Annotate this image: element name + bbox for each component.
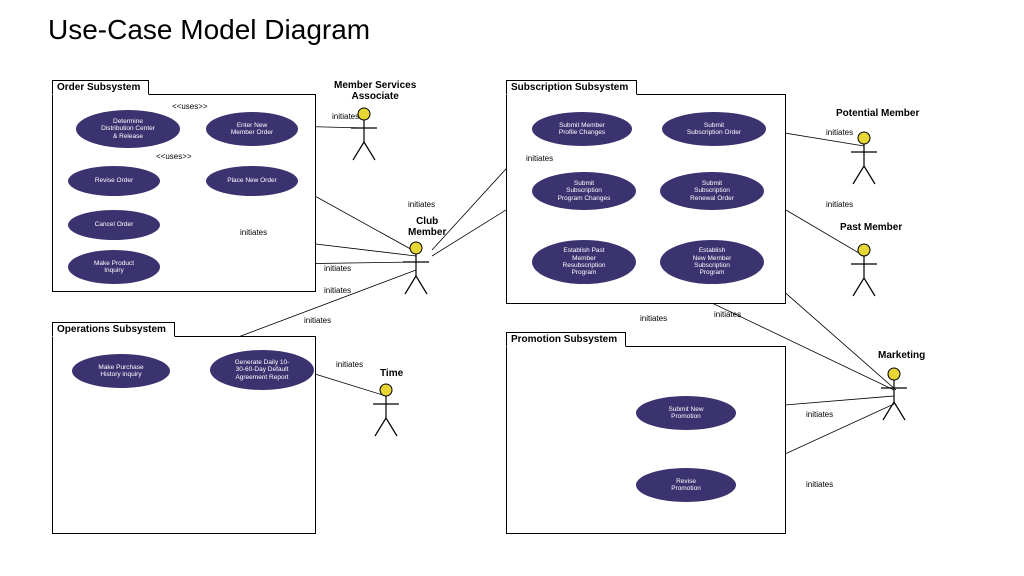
subsystem-label: Operations Subsystem — [52, 322, 175, 337]
actor-club-member-label: Club Member — [408, 216, 446, 238]
edge-label: initiates — [304, 316, 331, 325]
edge-label: <<uses>> — [156, 152, 192, 161]
usecase-submit-renewal: Submit Subscription Renewal Order — [660, 172, 764, 210]
usecase-determine: Determine Distribution Center & Release — [76, 110, 180, 148]
actor-msa-label: Member Services Associate — [334, 80, 416, 102]
edge-label: initiates — [526, 154, 553, 163]
actor-marketing-icon — [879, 366, 909, 426]
usecase-place-new-order: Place New Order — [206, 166, 298, 196]
actor-past-icon — [849, 242, 879, 302]
actor-time-label: Time — [380, 368, 403, 379]
usecase-make-purchase-history: Make Purchase History inquiry — [72, 354, 170, 388]
diagram-canvas: Order Subsystem Subscription Subsystem Ope… — [46, 70, 978, 550]
usecase-enter-new-order: Enter New Member Order — [206, 112, 298, 146]
actor-club-member-icon — [401, 240, 431, 300]
usecase-make-product-inquiry: Make Product Inquiry — [68, 250, 160, 284]
edge-label: initiates — [826, 128, 853, 137]
subsystem-label: Promotion Subsystem — [506, 332, 626, 347]
edge-label: initiates — [640, 314, 667, 323]
page-title: Use-Case Model Diagram — [48, 14, 370, 46]
actor-potential-label: Potential Member — [836, 108, 919, 119]
usecase-revise-promo: Revise Promotion — [636, 468, 736, 502]
usecase-generate-report: Generate Daily 10- 30-60-Day Default Agr… — [210, 350, 314, 390]
usecase-submit-sub-program: Submit Subscription Program Changes — [532, 172, 636, 210]
usecase-submit-profile: Submit Member Profile Changes — [532, 112, 632, 146]
subsystem-label: Subscription Subsystem — [506, 80, 637, 95]
actor-time-icon — [371, 382, 401, 442]
usecase-establish-past: Establish Past Member Resubscription Pro… — [532, 240, 636, 284]
edge-label: initiates — [714, 310, 741, 319]
actor-past-label: Past Member — [840, 222, 902, 233]
edge-label: <<uses>> — [172, 102, 208, 111]
edge-label: initiates — [806, 480, 833, 489]
edge-label: initiates — [324, 264, 351, 273]
edge-label: initiates — [240, 228, 267, 237]
usecase-revise-order: Revise Order — [68, 166, 160, 196]
usecase-establish-new: Establish New Member Subscription Progra… — [660, 240, 764, 284]
edge-label: initiates — [336, 360, 363, 369]
edge-label: initiates — [826, 200, 853, 209]
edge-label: initiates — [332, 112, 359, 121]
subsystem-label: Order Subsystem — [52, 80, 149, 95]
usecase-submit-promo: Submit New Promotion — [636, 396, 736, 430]
usecase-submit-sub-order: Submit Subscription Order — [662, 112, 766, 146]
edge-label: initiates — [408, 200, 435, 209]
actor-potential-icon — [849, 130, 879, 190]
actor-marketing-label: Marketing — [878, 350, 925, 361]
edge-label: initiates — [806, 410, 833, 419]
subsystem-promotion: Promotion Subsystem — [506, 346, 786, 534]
usecase-cancel-order: Cancel Order — [68, 210, 160, 240]
edge-label: initiates — [324, 286, 351, 295]
